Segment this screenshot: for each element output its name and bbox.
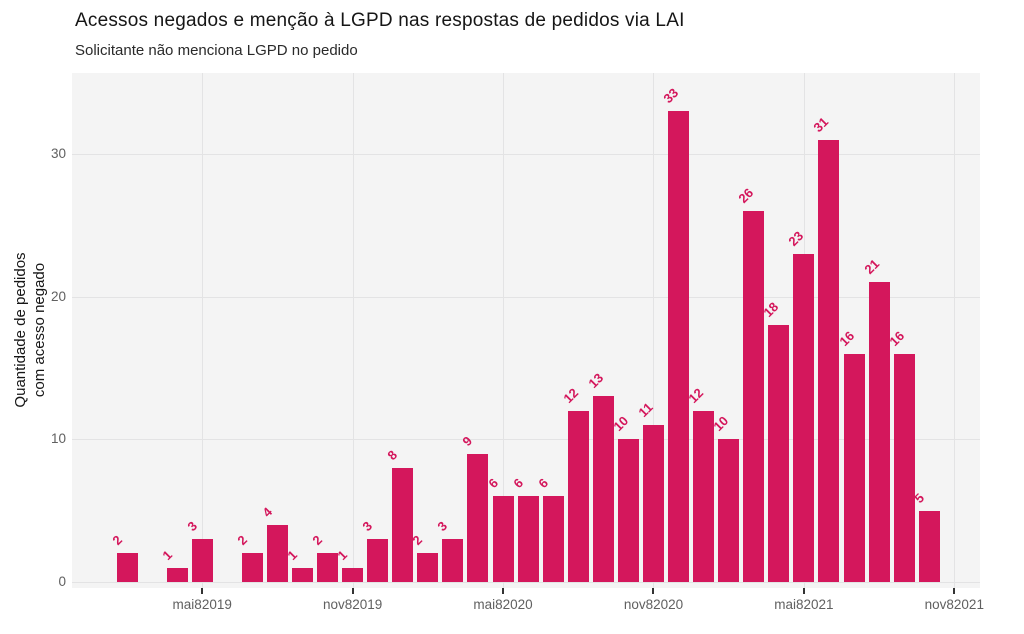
bar-jul-2020 xyxy=(542,496,564,582)
bar-value-text: 3 xyxy=(359,518,376,535)
y-axis-title-line2: com acesso negado xyxy=(31,262,48,398)
bar-value-text: 3 xyxy=(184,518,200,535)
gridline-horizontal xyxy=(72,296,980,298)
bar-set-2019 xyxy=(291,567,313,582)
bar-mai-2020 xyxy=(492,496,514,582)
bar-jun-2021 xyxy=(818,139,840,582)
bar-dez-2020 xyxy=(668,111,690,582)
y-axis-title-line1: Quantidade de pedidos xyxy=(12,252,29,408)
bar-value-text: 26 xyxy=(735,185,757,206)
x-tick-mark xyxy=(802,588,805,594)
x-tick-mark xyxy=(201,588,204,594)
gridline-vertical xyxy=(653,73,655,588)
bar-value-text: 31 xyxy=(810,113,832,135)
gridline-vertical xyxy=(503,73,505,588)
bar-mar-2021 xyxy=(743,210,765,582)
bar-jun-2020 xyxy=(517,496,539,582)
x-tick-mark xyxy=(351,588,354,594)
bar-value-text: 13 xyxy=(585,370,607,392)
plot-panel: 2 1 3 2 4 1 2 1 3 8 2 3 9 6 6 6 12 13 10 11 33 12 10 26 18 23 31 16… xyxy=(72,73,980,588)
gridline-horizontal xyxy=(72,582,980,583)
bar-abr-2020 xyxy=(467,453,489,582)
y-tick-label: 10 xyxy=(50,431,66,447)
bar-value-text: 21 xyxy=(860,256,882,278)
bar-value-text: 6 xyxy=(510,475,526,492)
bar-value-text: 2 xyxy=(108,532,125,549)
chart-title: Acessos negados e menção à LGPD nas resp… xyxy=(75,10,685,31)
bar-jul-2021 xyxy=(843,353,865,582)
x-tick-label: nov82019 xyxy=(322,597,383,612)
x-tick-label: nov82020 xyxy=(623,597,684,612)
bar-set-2021 xyxy=(893,353,915,582)
bar-dez-2019 xyxy=(367,539,389,582)
gridline-vertical xyxy=(352,73,354,588)
gridline-vertical xyxy=(202,73,204,588)
bar-ago-2019 xyxy=(266,524,288,582)
bar-jan-2021 xyxy=(693,410,715,582)
bar-nov-2020 xyxy=(642,425,664,582)
bar-value-text: 2 xyxy=(234,532,250,549)
gridline-vertical xyxy=(954,73,956,588)
y-tick-label: 0 xyxy=(58,574,66,589)
gridline-horizontal xyxy=(72,153,980,155)
x-tick-label: mai82021 xyxy=(774,597,834,612)
bar-abr-2019 xyxy=(166,567,188,582)
chart-subtitle: Solicitante não menciona LGPD no pedido xyxy=(75,42,358,59)
bar-value-text: 33 xyxy=(660,85,682,107)
bar-out-2020 xyxy=(617,439,639,582)
x-tick-label: mai82020 xyxy=(473,597,533,612)
bar-value-text: 6 xyxy=(535,475,551,492)
bar-value-text: 4 xyxy=(259,504,276,520)
x-tick-label: mai82019 xyxy=(172,597,232,612)
bar-value-text: 8 xyxy=(384,447,401,463)
bar-mai-2019 xyxy=(191,539,213,582)
y-tick-label: 20 xyxy=(50,288,66,304)
bar-fev-2021 xyxy=(718,439,740,582)
bar-nov-2019 xyxy=(342,567,364,582)
bar-out-2021 xyxy=(918,510,940,582)
x-tick-label: nov82021 xyxy=(924,597,984,612)
bar-value-text: 9 xyxy=(459,432,476,449)
bar-value-text: 2 xyxy=(309,532,326,549)
y-tick-label: 30 xyxy=(50,145,66,161)
x-tick-mark xyxy=(652,588,655,594)
bar-set-2020 xyxy=(592,396,614,582)
bar-value-text: 12 xyxy=(560,384,581,406)
bar-value-text: 3 xyxy=(434,518,451,535)
bar-fev-2020 xyxy=(417,553,439,582)
x-tick-mark xyxy=(953,588,956,594)
bar-jul-2019 xyxy=(241,553,263,582)
bar-ago-2020 xyxy=(567,410,589,582)
y-axis-title: Quantidade de pedidos com acesso negado xyxy=(11,252,49,407)
gridline-horizontal xyxy=(72,439,980,441)
x-tick-mark xyxy=(502,588,505,594)
bar-mai-2021 xyxy=(793,253,815,582)
bar-jan-2020 xyxy=(392,467,414,582)
bar-value-text: 1 xyxy=(159,546,175,563)
bar-abr-2021 xyxy=(768,325,790,582)
bar-fev-2019 xyxy=(116,553,138,582)
bar-mar-2020 xyxy=(442,539,464,582)
bar-ago-2021 xyxy=(868,282,890,582)
bar-out-2019 xyxy=(317,553,339,582)
